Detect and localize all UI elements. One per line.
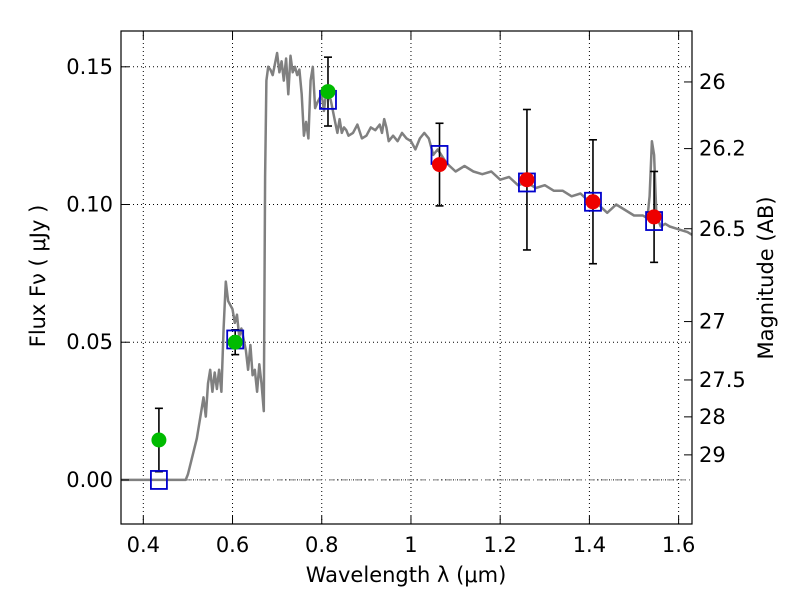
y-tick-label: 0.10 <box>66 193 113 217</box>
y-tick-label: 0.05 <box>66 330 113 354</box>
x-tick-label: 0.4 <box>127 533 160 557</box>
magnitude-tick-label: 26.5 <box>699 217 746 241</box>
x-tick-label: 1.4 <box>573 533 606 557</box>
y-tick-labels: 0.00 0.05 0.10 0.15 <box>66 55 113 492</box>
y-tick-label: 0.00 <box>66 468 113 492</box>
magnitude-tick-label: 27 <box>699 310 726 334</box>
error-bars <box>154 56 659 473</box>
magnitude-tick-label: 26.2 <box>699 137 746 161</box>
tick-marks <box>121 31 692 524</box>
template-spectrum-line <box>121 51 693 482</box>
observed-nir-point <box>432 157 448 173</box>
x-tick-label: 1 <box>404 533 417 557</box>
magnitude-tick-label: 29 <box>699 443 726 467</box>
observed-nir-point <box>519 172 535 188</box>
magnitude-tick-label: 27.5 <box>699 368 746 392</box>
observed-optical-point <box>227 334 243 350</box>
x-tick-labels: 0.4 0.6 0.8 1 1.2 1.4 1.6 <box>127 533 696 557</box>
plot-frame <box>120 30 693 525</box>
model-square-marker <box>584 191 602 212</box>
magnitude-tick-label: 26 <box>699 70 726 94</box>
magnitude-tick-labels: 26 26.2 26.5 27 27.5 28 29 <box>699 70 746 467</box>
x-tick-label: 1.6 <box>662 533 695 557</box>
model-square-marker <box>150 470 168 490</box>
magnitude-tick-label: 28 <box>699 405 726 429</box>
observed-nir-point <box>585 194 601 210</box>
x-tick-label: 0.8 <box>305 533 338 557</box>
observed-nir-point <box>646 209 662 225</box>
observed-optical-point <box>151 432 167 448</box>
x-tick-label: 0.6 <box>216 533 249 557</box>
grid-lines <box>121 31 692 524</box>
data-markers <box>150 84 663 490</box>
x-axis-label: Wavelength λ (μm) <box>306 563 507 587</box>
x-tick-label: 1.2 <box>483 533 516 557</box>
magnitude-axis-label: Magnitude (AB) <box>754 196 778 359</box>
observed-optical-point <box>320 84 336 100</box>
y-tick-label: 0.15 <box>66 55 113 79</box>
y-axis-label: Flux Fν ( μJy ) <box>26 205 50 348</box>
